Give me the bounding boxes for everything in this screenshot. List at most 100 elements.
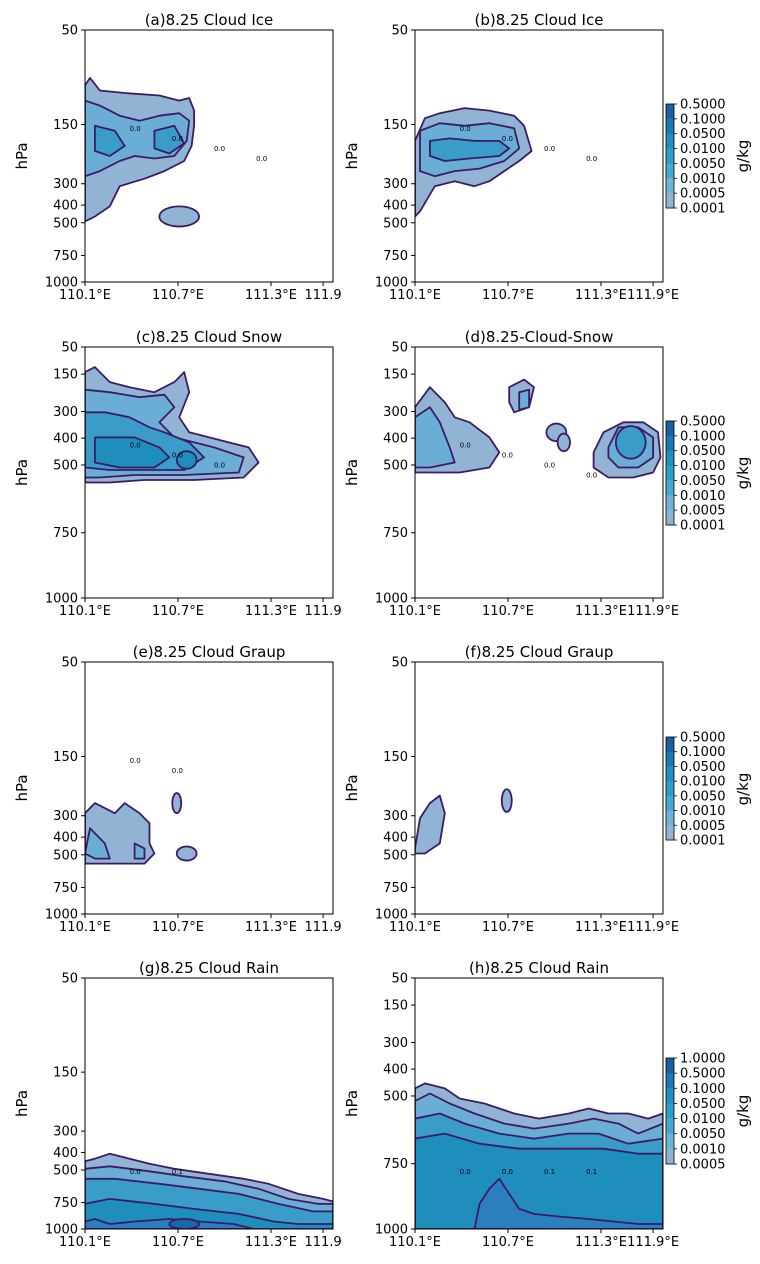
- contour-label: 0.1: [544, 1168, 555, 1176]
- contour-fill-2: [415, 406, 456, 469]
- y-tick-label: 400: [383, 1063, 408, 1078]
- colorbar-tick-label: 0.0010: [680, 1142, 726, 1157]
- colorbar-tick-label: 0.5000: [680, 98, 726, 113]
- y-tick-label: 300: [383, 177, 408, 192]
- axes-frame: [414, 977, 664, 1230]
- y-tick-label: 50: [61, 341, 78, 356]
- colorbar-segment: [666, 1118, 674, 1135]
- x-tick-label: 111.3°E: [245, 288, 297, 303]
- colorbar-segment: [666, 1148, 674, 1165]
- colorbar-label: g/kg: [734, 773, 752, 806]
- contour-group: [85, 77, 200, 228]
- axes-frame: [414, 29, 664, 283]
- colorbar-frame: [665, 736, 675, 841]
- x-tick-label: 111.9°E: [627, 920, 679, 935]
- contour-label: 0.0: [172, 451, 183, 459]
- colorbar-tick-label: 0.0001: [680, 202, 726, 217]
- colorbar-tick-label: 0.0005: [680, 504, 726, 519]
- colorbar-segment: [666, 118, 674, 135]
- contour-fill-6: [556, 432, 571, 453]
- colorbar-tick-label: 0.5000: [680, 731, 726, 746]
- contour-label: 0.1: [172, 1168, 183, 1176]
- colorbar-tick-label: 0.1000: [680, 745, 726, 760]
- contour-label: 0.0: [172, 767, 183, 775]
- x-tick-label: 110.1°E: [59, 604, 111, 619]
- colorbar-segment: [666, 825, 674, 841]
- x-tick-label: 110.7°E: [482, 920, 534, 935]
- contour-fill-2: [85, 827, 111, 860]
- colorbar-segment: [666, 1058, 674, 1074]
- x-tick-label: 111.9°E: [627, 1235, 679, 1250]
- contour-label: 0.1: [586, 1168, 597, 1176]
- y-tick-label: 150: [53, 1066, 78, 1081]
- colorbar-segment: [666, 450, 674, 467]
- y-tick-label: 400: [53, 1146, 78, 1161]
- x-tick-label: 111.9°E: [627, 288, 679, 303]
- colorbar-tick-label: 0.0010: [680, 172, 726, 187]
- y-tick-label: 750: [53, 881, 78, 896]
- axes-frame: [84, 29, 334, 283]
- y-tick-label: 500: [53, 216, 78, 231]
- y-tick-label: 500: [383, 1089, 408, 1104]
- y-tick-label: 50: [391, 341, 408, 356]
- y-tick-label: 300: [53, 809, 78, 824]
- contour-label: 0.0: [130, 757, 141, 765]
- colorbar-segment: [666, 781, 674, 797]
- x-tick-label: 110.1°E: [389, 288, 441, 303]
- y-tick-label: 1000: [45, 908, 78, 923]
- contour-group: [85, 792, 198, 865]
- y-tick-label: 400: [383, 432, 408, 447]
- colorbar-tick-label: 0.0050: [680, 474, 726, 489]
- colorbar-tick-label: 0.0005: [680, 1158, 726, 1173]
- x-tick-label: 111.9: [304, 288, 341, 303]
- x-tick-label: 110.7°E: [482, 604, 534, 619]
- y-tick-label: 750: [53, 526, 78, 541]
- panel-title: (b)8.25 Cloud Ice: [475, 11, 604, 29]
- panel-title: (d)8.25-Cloud-Snow: [465, 328, 614, 346]
- contour-label: 0.0: [586, 155, 597, 163]
- y-tick-label: 150: [383, 368, 408, 383]
- y-tick-label: 750: [383, 249, 408, 264]
- y-tick-label: 400: [53, 199, 78, 214]
- x-tick-label: 111.9: [304, 604, 341, 619]
- x-tick-label: 110.1°E: [59, 288, 111, 303]
- y-tick-label: 50: [391, 24, 408, 39]
- contour-label: 0.0: [502, 451, 513, 459]
- colorbar-label: g/kg: [734, 1095, 752, 1128]
- y-axis-label: hPa: [343, 142, 361, 169]
- contour-group: [415, 107, 533, 218]
- contour-fill-2: [158, 205, 200, 228]
- y-tick-label: 150: [53, 750, 78, 765]
- colorbar-segment: [666, 163, 674, 179]
- contour-fill-9: [614, 425, 647, 460]
- colorbar-segment: [666, 510, 674, 526]
- colorbar-segment: [666, 480, 674, 496]
- panel-7: (g)8.25 Cloud Rain5015030040050075010001…: [13, 959, 342, 1250]
- colorbar-tick-label: 0.0500: [680, 444, 726, 459]
- y-tick-label: 750: [53, 1196, 78, 1211]
- panel-2: (b)8.25 Cloud Ice50150300400500750100011…: [343, 11, 679, 303]
- contour-fill-3: [133, 842, 146, 860]
- y-axis-label: hPa: [13, 459, 31, 486]
- y-tick-label: 1000: [375, 276, 408, 291]
- x-tick-label: 110.7°E: [152, 604, 204, 619]
- y-tick-label: 150: [383, 999, 408, 1014]
- y-axis-label: hPa: [343, 1090, 361, 1117]
- x-tick-label: 111.9: [304, 1235, 341, 1250]
- contour-fill-4: [94, 436, 171, 469]
- y-axis-label: hPa: [13, 774, 31, 801]
- colorbar-segment: [666, 1073, 674, 1089]
- colorbar-segment: [666, 148, 674, 164]
- contour-label: 0.0: [586, 472, 597, 480]
- colorbar-tick-label: 0.1000: [680, 112, 726, 127]
- axes-frame: [84, 346, 334, 599]
- panel-title: (f)8.25 Cloud Graup: [465, 643, 614, 661]
- colorbar-tick-label: 0.0100: [680, 142, 726, 157]
- colorbar-frame: [665, 1057, 675, 1165]
- contour-fill-3: [429, 137, 511, 162]
- y-tick-label: 750: [383, 526, 408, 541]
- colorbar-segment: [666, 465, 674, 481]
- contour-fill-4: [171, 792, 183, 815]
- contour-label: 0.0: [460, 441, 471, 449]
